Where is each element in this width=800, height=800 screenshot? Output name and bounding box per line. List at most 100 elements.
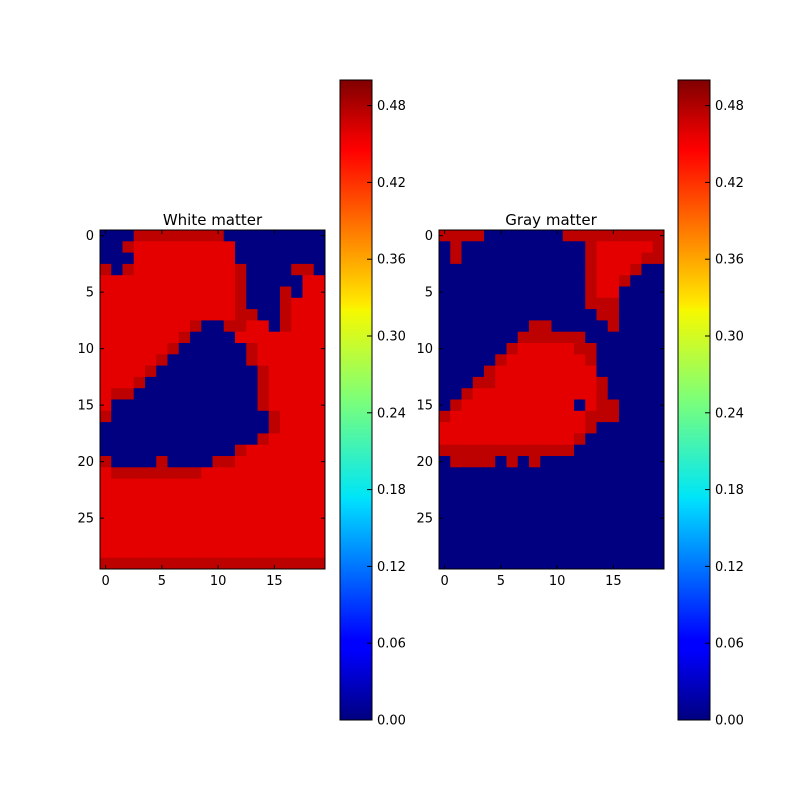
heatmap-cell [551,501,564,513]
heatmap-cell [641,422,654,434]
heatmap-cell [596,263,609,276]
heatmap-cell [607,433,620,446]
heatmap-cell [178,433,191,446]
heatmap-cell [313,388,326,400]
heatmap-cell [246,252,258,265]
heatmap-cell [280,444,292,457]
heatmap-cell [133,456,146,468]
heatmap-cell [201,252,213,265]
heatmap-cell [167,331,180,344]
heatmap-cell [484,422,496,434]
heatmap-cell [302,467,315,479]
heatmap-cell [472,523,485,536]
heatmap-cell [585,478,597,491]
heatmap-cell [472,410,485,423]
heatmap-cell [619,467,631,479]
heatmap-cell [472,433,485,446]
heatmap-cell [450,422,462,434]
heatmap-cell [574,320,586,333]
heatmap-cell [223,467,236,479]
heatmap-cell [484,365,496,378]
heatmap-cell [529,501,541,513]
heatmap-cell [223,557,236,570]
y-tick-label: 10 [77,342,94,357]
heatmap-cell [190,410,202,423]
heatmap-cell [529,230,541,242]
heatmap-cell [484,512,496,525]
heatmap-cell [461,546,474,559]
heatmap-cell [540,546,552,559]
heatmap-cell [257,286,270,299]
heatmap-cell [302,376,315,389]
heatmap-cell [529,354,541,366]
heatmap-cell [122,376,135,389]
heatmap-cell [574,297,586,310]
x-axis: 0 5 10 15 [101,230,283,589]
heatmap-cell [212,365,225,378]
heatmap-cell [257,263,270,276]
heatmap-cell [178,354,191,366]
heatmap-cell [540,230,552,242]
heatmap-cell [461,320,474,333]
heatmap-cell [641,286,654,299]
heatmap-cell [439,331,451,344]
heatmap-cell [302,456,315,468]
heatmap-cell [630,501,642,513]
heatmap-cell [145,376,157,389]
heatmap-cell [596,512,609,525]
heatmap-cell [145,241,157,253]
heatmap-cell [551,241,564,253]
heatmap-cell [235,343,247,355]
heatmap-cell [529,376,541,389]
heatmap-cell [607,546,620,559]
heatmap-cell [133,433,146,446]
heatmap-cell [495,546,507,559]
heatmap-cell [506,422,519,434]
heatmap-cell [652,410,665,423]
heatmap-cell [212,478,225,491]
heatmap-cell [450,410,462,423]
heatmap-cell [529,275,541,287]
heatmap-cell [190,230,202,242]
heatmap-cell [652,354,665,366]
heatmap-cell [268,444,281,457]
heatmap-cell [517,501,530,513]
heatmap-cell [619,399,631,412]
heatmap-cell [495,399,507,412]
heatmap-cell [291,354,303,366]
heatmap-cell [145,546,157,559]
heatmap-cell [630,410,642,423]
heatmap-cell [201,230,213,242]
heatmap-cell [562,309,575,321]
heatmap-cell [133,263,146,276]
y-tick-label: 0 [86,229,94,244]
heatmap-cell [133,422,146,434]
heatmap-cell [439,478,451,491]
heatmap-cell [145,433,157,446]
heatmap-cell [167,252,180,265]
heatmap-cell [246,456,258,468]
heatmap-cell [257,297,270,310]
colorbar: 0.00 0.06 0.12 0.18 0.24 0.30 0.36 0.42 0.48 [677,79,744,729]
heatmap-cell [652,433,665,446]
heatmap-cell [450,535,462,547]
heatmap-cell [100,433,112,446]
heatmap-cell [122,535,135,547]
heatmap-cell [517,399,530,412]
heatmap-cell [223,286,236,299]
heatmap-cell [122,286,135,299]
heatmap-cell [122,501,135,513]
heatmap-cell [257,467,270,479]
heatmap-cell [439,320,451,333]
heatmap-cell [596,535,609,547]
heatmap-cell [167,444,180,457]
heatmap-cell [268,410,281,423]
heatmap-cell [167,376,180,389]
heatmap-cell [280,354,292,366]
heatmap-cell [235,331,247,344]
heatmap-cell [280,365,292,378]
heatmap-cell [156,354,168,366]
heatmap-cell [540,309,552,321]
heatmap-cell [167,456,180,468]
